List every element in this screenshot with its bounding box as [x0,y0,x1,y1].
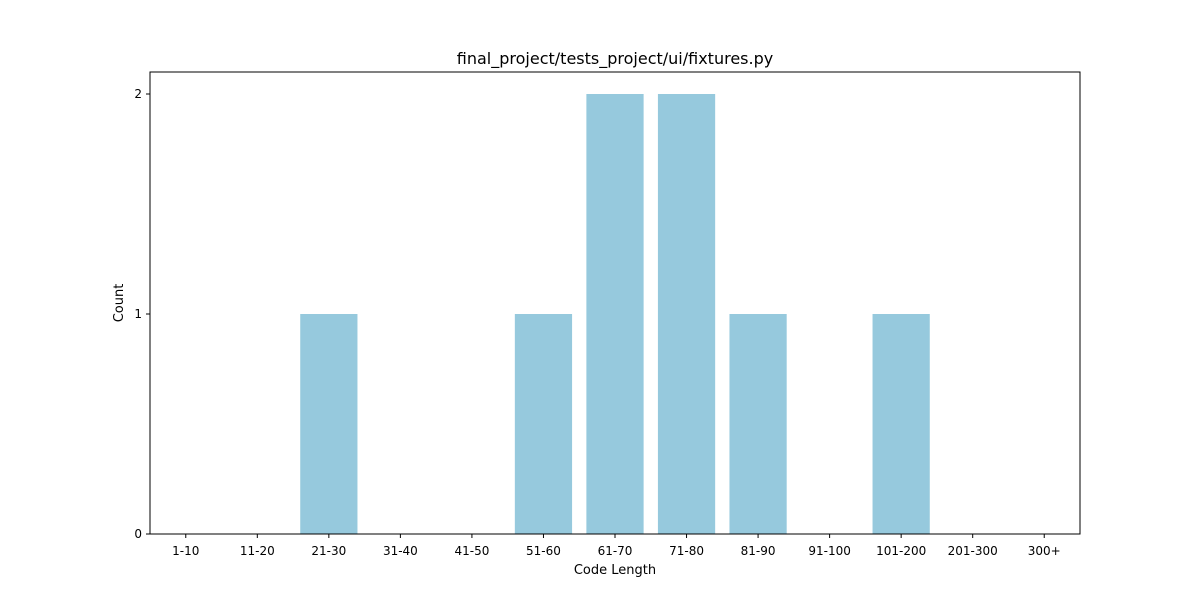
x-tick-label: 41-50 [454,544,489,558]
y-axis: 0 1 2 [134,87,150,541]
bar-21-30 [300,314,358,534]
bar-61-70 [586,94,644,534]
y-axis-label: Count [112,284,127,323]
x-tick-label: 91-100 [808,544,851,558]
y-tick-label: 2 [134,87,142,101]
x-tick-label: 51-60 [526,544,561,558]
bar-81-90 [729,314,787,534]
bars-group [300,94,930,534]
x-tick-label: 300+ [1028,544,1061,558]
x-tick-label: 71-80 [669,544,704,558]
x-tick-label: 101-200 [876,544,926,558]
x-tick-label: 1-10 [172,544,199,558]
x-tick-label: 201-300 [948,544,998,558]
x-axis-label: Code Length [574,563,656,578]
x-tick-label: 21-30 [311,544,346,558]
bar-101-200 [872,314,930,534]
y-tick-label: 0 [134,527,142,541]
x-axis: 1-10 11-20 21-30 31-40 41-50 51-60 61-70 71-80 8… [172,534,1061,558]
chart-title: final_project/tests_project/ui/fixtures.… [457,49,773,69]
x-tick-label: 61-70 [598,544,633,558]
bar-51-60 [514,314,573,534]
x-tick-label: 81-90 [741,544,776,558]
y-tick-label: 1 [134,307,142,321]
x-tick-label: 11-20 [240,544,275,558]
x-tick-label: 31-40 [383,544,418,558]
bar-71-80 [657,94,716,534]
